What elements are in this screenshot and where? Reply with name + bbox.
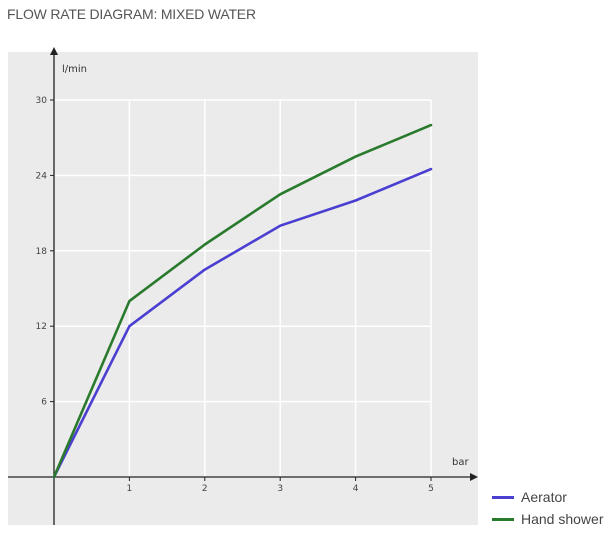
y-tick-label-12: 12	[36, 322, 47, 332]
x-axis-label: bar	[452, 457, 469, 468]
legend-item-hand-shower: Hand shower	[492, 508, 604, 530]
x-tick-label-1: 1	[127, 484, 133, 494]
series-line-aerator	[52, 167, 433, 479]
x-axis-arrow-icon	[470, 473, 478, 481]
legend-label-hand-shower: Hand shower	[521, 511, 604, 527]
x-tick-label-3: 3	[277, 484, 283, 494]
y-tick-label-24: 24	[36, 171, 48, 181]
grid-lines	[54, 99, 432, 477]
x-tick-label-2: 2	[202, 484, 208, 494]
legend: Aerator Hand shower	[492, 486, 604, 530]
legend-label-aerator: Aerator	[521, 489, 567, 505]
axes	[8, 47, 478, 525]
legend-item-aerator: Aerator	[492, 486, 604, 508]
legend-swatch-aerator	[492, 495, 514, 499]
x-tick-label-4: 4	[353, 484, 359, 494]
y-axis-label: l/min	[62, 64, 87, 75]
y-tick-label-30: 30	[36, 96, 48, 106]
legend-swatch-hand-shower	[492, 517, 514, 521]
plot-background	[8, 52, 478, 525]
x-tick-label-5: 5	[428, 484, 434, 494]
chart-title: FLOW RATE DIAGRAM: MIXED WATER	[7, 6, 256, 22]
y-tick-label-18: 18	[36, 247, 48, 257]
y-axis-arrow-icon	[50, 47, 58, 55]
y-tick-label-6: 6	[41, 398, 47, 408]
series-line-hand-shower	[52, 123, 433, 479]
series-lines	[52, 123, 433, 479]
